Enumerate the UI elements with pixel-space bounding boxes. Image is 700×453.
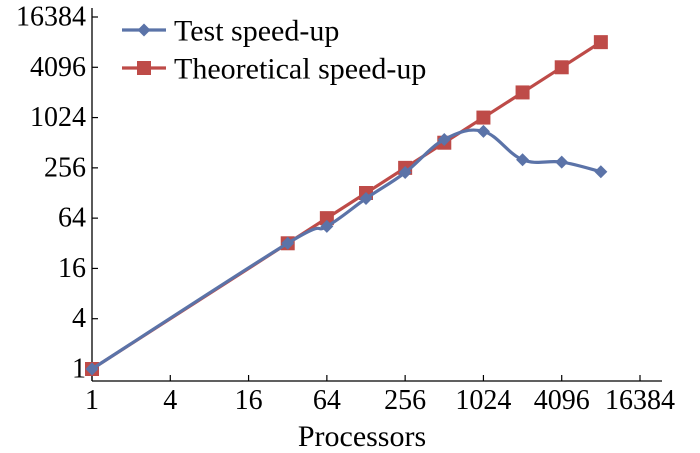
test-speed-up-point — [476, 124, 490, 138]
test-speed-up-point — [437, 132, 451, 146]
test-speed-up-point — [398, 166, 412, 180]
legend-item-test-speed-up: Test speed-up — [122, 15, 339, 48]
x-tick-label: 16 — [235, 385, 263, 416]
x-tick-label: 4 — [163, 385, 177, 416]
x-tick-label: 1 — [85, 385, 99, 416]
theoretical-speed-up-series — [85, 35, 608, 376]
legend-label: Test speed-up — [174, 15, 339, 48]
theoretical-speed-up-point — [515, 85, 530, 100]
theoretical-speed-up-point — [476, 110, 491, 125]
legend-label: Theoretical speed-up — [174, 53, 426, 86]
x-tick-label: 1024 — [455, 385, 511, 416]
test-speed-up-series — [85, 124, 608, 376]
y-tick-label: 1024 — [30, 102, 86, 133]
y-tick-label: 4 — [72, 303, 86, 334]
test-speed-up-point — [281, 236, 295, 250]
series-layer — [85, 35, 608, 376]
x-axis-title: Processors — [298, 420, 426, 453]
y-tick-label: 64 — [58, 203, 86, 234]
theoretical-speed-up-point — [319, 211, 334, 226]
x-tick-label: 256 — [384, 385, 426, 416]
y-tick-label: 256 — [44, 152, 86, 183]
y-tick-label: 4096 — [30, 52, 86, 83]
test-speed-up-point — [320, 219, 334, 233]
test-speed-up-line — [90, 128, 603, 371]
y-tick-label: 16 — [58, 253, 86, 284]
x-tick-label: 4096 — [534, 385, 590, 416]
test-speed-up-point — [85, 362, 99, 376]
test-speed-up-point — [555, 155, 569, 169]
legend: Test speed-up Theoretical speed-up — [122, 15, 426, 86]
axes: 1 4 16 64 256 1024 4096 16384 1 4 16 64 256 1024 4096 1… — [16, 2, 675, 417]
y-tick-label: 1 — [72, 354, 86, 385]
theoretical-speed-up-point — [554, 60, 569, 75]
legend-swatch-marker — [137, 23, 151, 37]
y-tick-label: 16384 — [16, 2, 86, 33]
test-speed-up-point — [359, 191, 373, 205]
legend-swatch-marker — [137, 61, 151, 75]
theoretical-speed-up-point — [593, 35, 608, 50]
test-speed-up-point — [594, 165, 608, 179]
test-speed-up-point — [516, 153, 530, 167]
legend-item-theoretical-speed-up: Theoretical speed-up — [122, 53, 426, 86]
x-tick-label: 16384 — [605, 385, 675, 416]
x-tick-label: 64 — [313, 385, 341, 416]
